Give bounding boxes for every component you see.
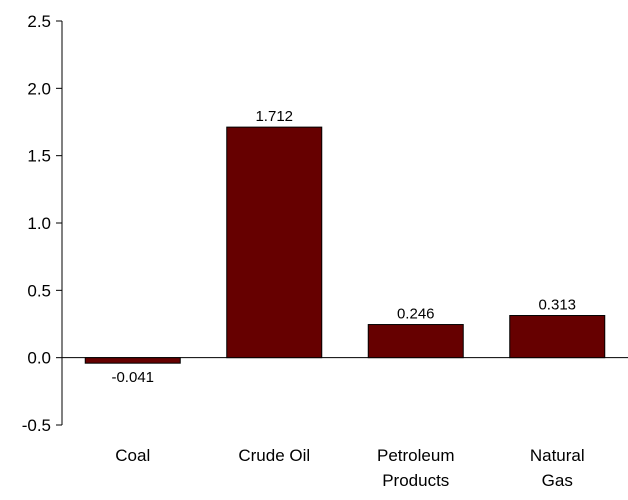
- bar-value-label: 0.313: [538, 297, 576, 314]
- labels-layer: -0.041 Coal 1.712 Crude Oil 0.246 Petroleum Pr…: [111, 108, 584, 490]
- y-tick-label: 1.0: [27, 214, 51, 233]
- bar-value-label: 0.246: [397, 306, 435, 323]
- x-category-label-line: Coal: [115, 446, 150, 465]
- x-category-label: Petroleum Products: [377, 446, 454, 490]
- y-tick-label: -0.5: [22, 416, 51, 435]
- bars-layer: [84, 126, 606, 364]
- y-tick-label: 2.5: [27, 12, 51, 31]
- x-category-label-line: Petroleum: [377, 446, 454, 465]
- x-category-label: Natural Gas: [530, 446, 585, 490]
- bar: [84, 357, 181, 364]
- bar: [367, 324, 464, 359]
- x-category-label-line: Crude Oil: [238, 446, 310, 465]
- y-tick-label: 2.0: [27, 79, 51, 98]
- x-category-label: Crude Oil: [238, 446, 310, 465]
- y-tick-label: 0.5: [27, 281, 51, 300]
- y-tick-label: 1.5: [27, 147, 51, 166]
- bar: [226, 126, 323, 359]
- bar-value-label: -0.041: [111, 369, 154, 386]
- x-category-label-line: Gas: [542, 471, 573, 490]
- x-category-label-line: Products: [382, 471, 449, 490]
- y-tick-label: 0.0: [27, 349, 51, 368]
- bar: [509, 315, 606, 359]
- bar-value-label: 1.712: [255, 108, 293, 125]
- x-category-label: Coal: [115, 446, 150, 465]
- x-category-label-line: Natural: [530, 446, 585, 465]
